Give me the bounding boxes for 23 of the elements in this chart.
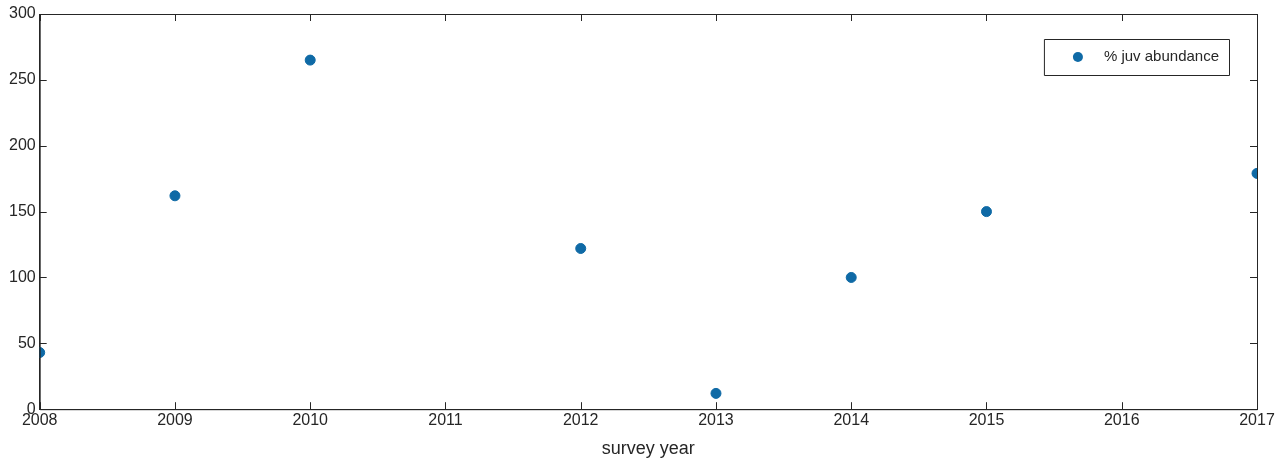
- legend-label: % juv abundance: [1103, 47, 1220, 65]
- point: [169, 190, 181, 202]
- y-tick-label: 200: [8, 136, 36, 154]
- x-tick-label: 2016: [1103, 411, 1140, 429]
- point: [710, 387, 722, 399]
- y-tick-label: 150: [8, 202, 36, 220]
- x-tick-label: 2012: [562, 411, 599, 429]
- point: [845, 271, 857, 283]
- x-tick-label: 2013: [698, 411, 734, 429]
- point: [575, 242, 587, 254]
- y-tick-label: 100: [8, 267, 36, 285]
- x-tick-label: 2009: [157, 411, 193, 429]
- x-axis-title: survey year: [601, 438, 695, 459]
- y-tick-label: 250: [8, 70, 36, 88]
- y-tick-label: 300: [8, 4, 36, 22]
- x-tick-label: 2011: [428, 411, 463, 429]
- x-tick-label: 2015: [968, 411, 1005, 429]
- x-tick-label: 2014: [833, 411, 870, 429]
- point: [980, 206, 992, 218]
- y-tick-label: 50: [17, 333, 36, 351]
- point: [304, 54, 316, 66]
- x-tick-label: 2017: [1239, 411, 1275, 429]
- x-tick-label: 2010: [292, 411, 329, 429]
